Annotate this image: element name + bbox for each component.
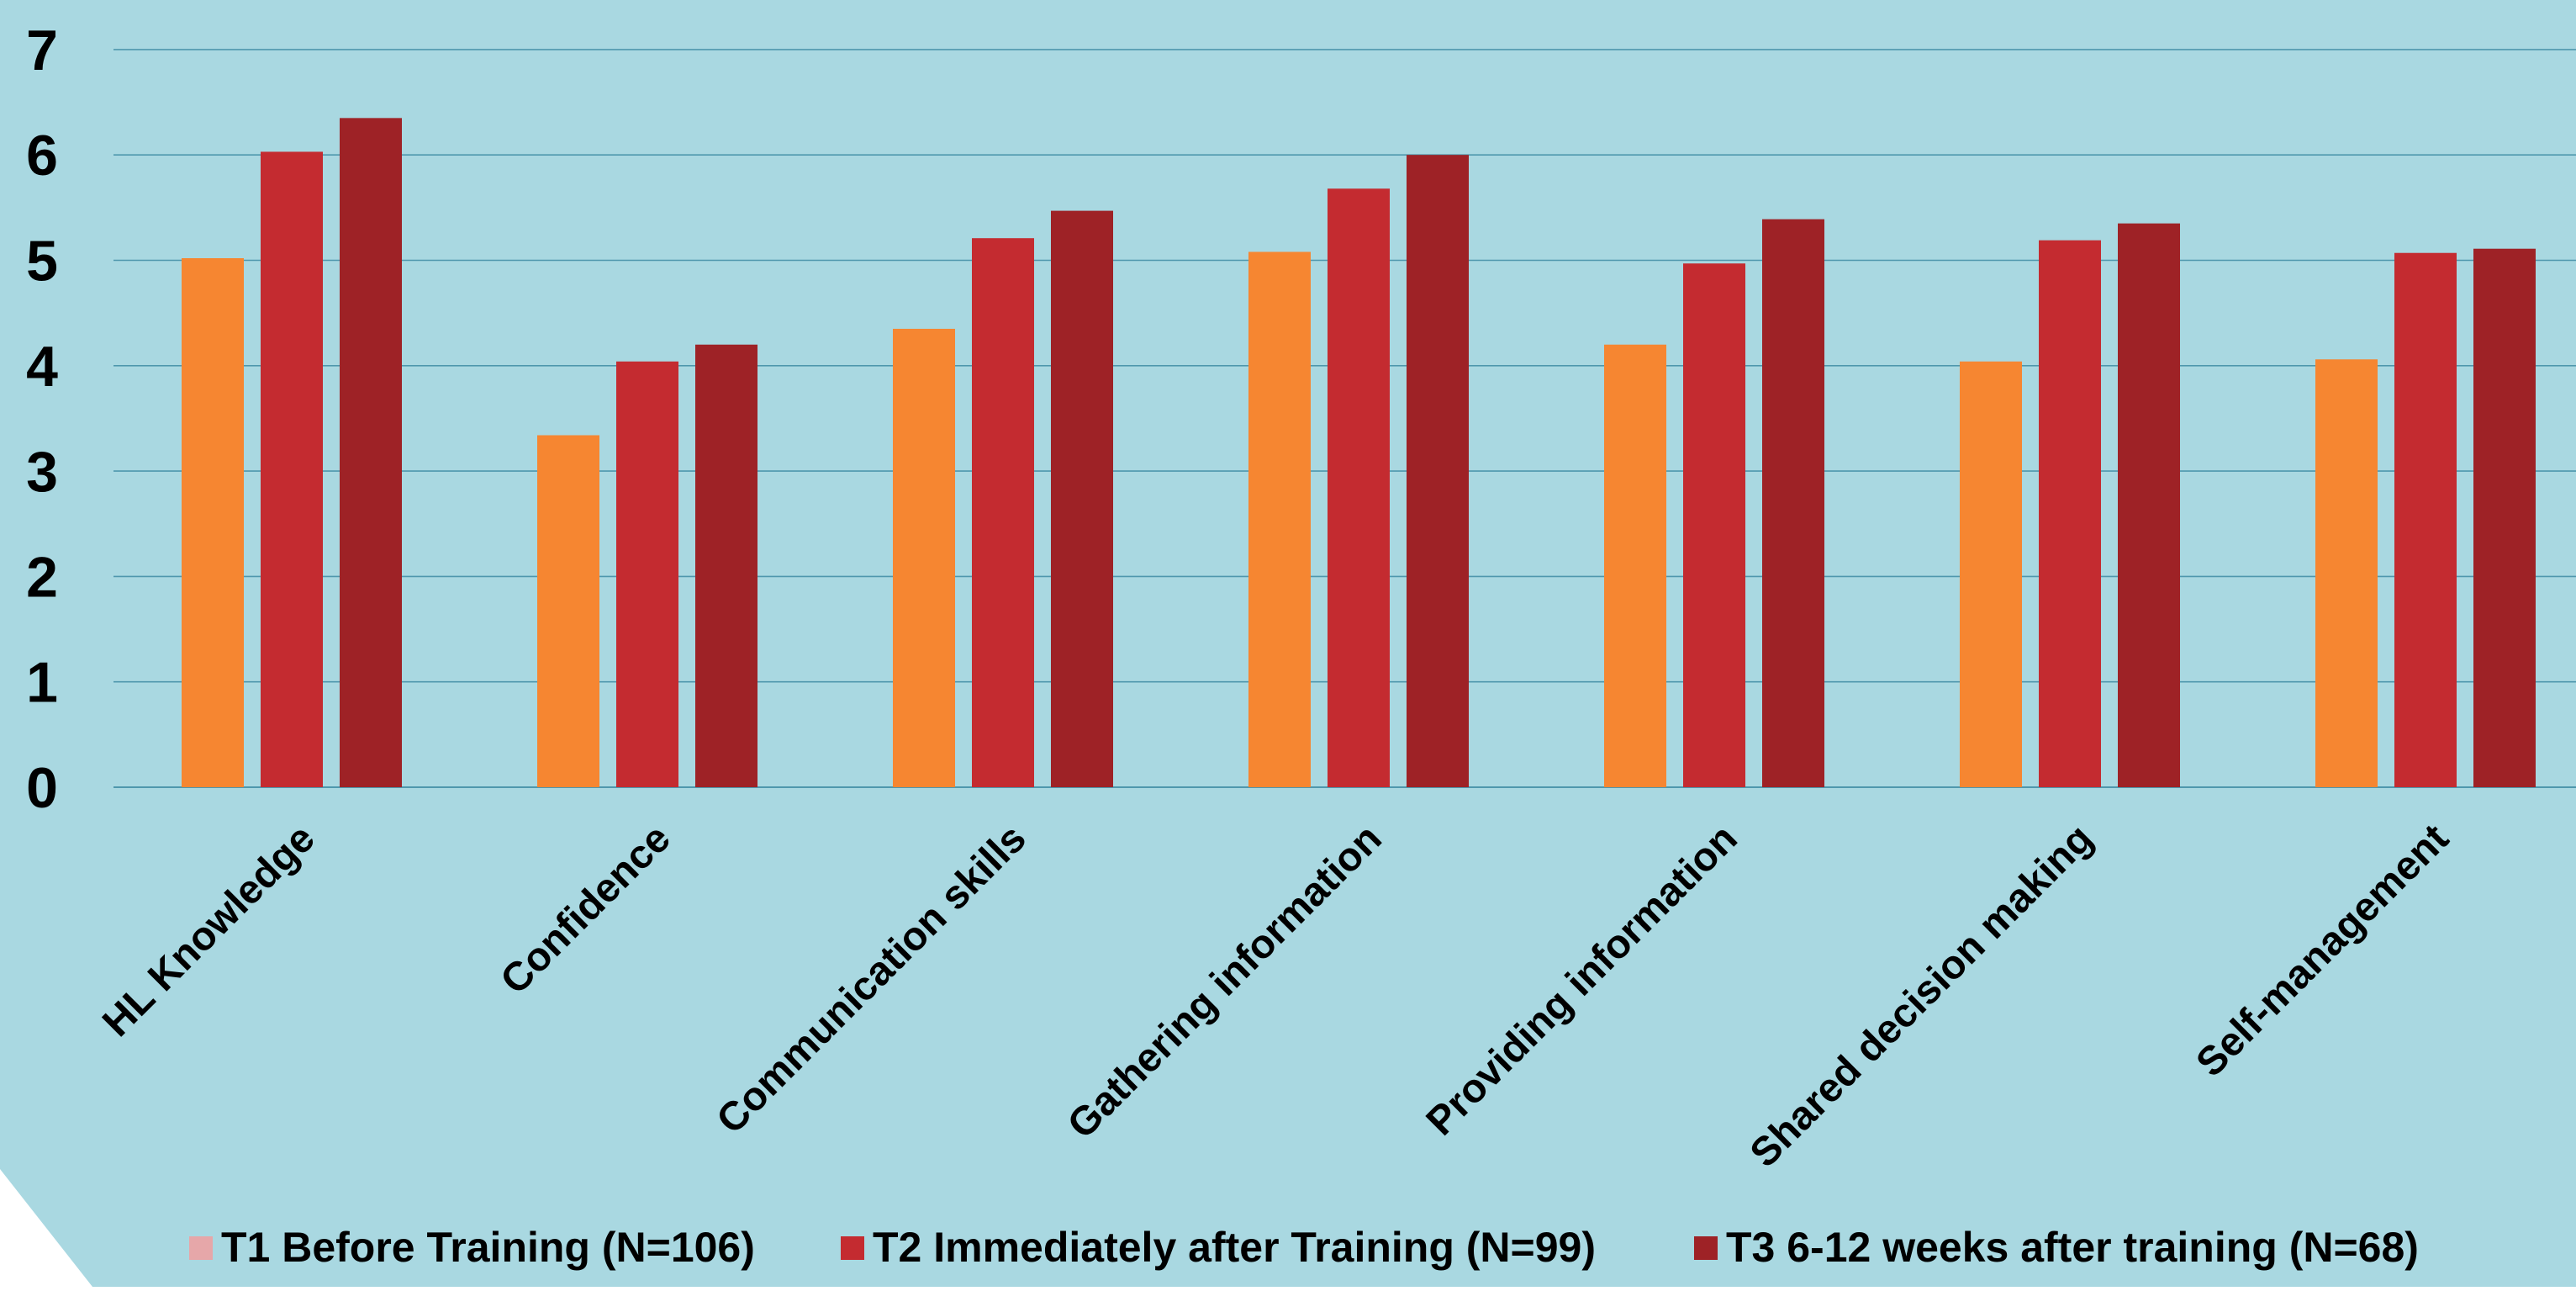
y-tick-label: 5 <box>26 230 58 294</box>
legend-swatch-3 <box>1694 1236 1718 1260</box>
bar-2-communication-skills <box>972 238 1034 787</box>
bar-3-providing-information <box>1762 219 1824 787</box>
bar-2-confidence <box>616 361 678 787</box>
bars <box>182 118 2536 788</box>
y-tick-label: 7 <box>26 19 58 82</box>
y-tick-label: 4 <box>26 335 58 399</box>
legend-swatch-1 <box>189 1236 213 1260</box>
legend-label-2: T2 Immediately after Training (N=99) <box>873 1224 1596 1271</box>
bar-2-providing-information <box>1683 263 1745 787</box>
bar-2-shared-decision-making <box>2039 240 2101 787</box>
bar-3-shared-decision-making <box>2118 223 2180 787</box>
bar-3-self-management <box>2473 248 2536 787</box>
bar-2-gathering-information <box>1328 188 1390 787</box>
bar-3-communication-skills <box>1051 210 1113 787</box>
legend-swatch-2 <box>841 1236 864 1260</box>
bar-3-confidence <box>695 344 757 787</box>
bar-3-hl-knowledge <box>340 118 402 788</box>
legend: T1 Before Training (N=106) T2 Immediately… <box>189 1224 2419 1271</box>
y-tick-label: 6 <box>26 124 58 188</box>
y-tick-label: 3 <box>26 440 58 504</box>
bar-1-self-management <box>2315 359 2378 787</box>
bar-1-shared-decision-making <box>1960 361 2022 787</box>
bar-1-communication-skills <box>893 328 955 787</box>
y-tick-label: 1 <box>26 651 58 715</box>
y-axis-tick-labels: 0 1 2 3 4 5 6 7 <box>26 19 58 820</box>
bar-1-providing-information <box>1604 344 1666 787</box>
bar-1-hl-knowledge <box>182 257 244 787</box>
legend-label-1: T1 Before Training (N=106) <box>221 1224 755 1271</box>
bar-1-gathering-information <box>1248 251 1311 787</box>
y-tick-label: 2 <box>26 545 58 609</box>
bar-1-confidence <box>537 435 599 787</box>
bar-3-gathering-information <box>1407 155 1469 787</box>
legend-label-3: T3 6-12 weeks after training (N=68) <box>1726 1224 2419 1271</box>
bar-2-hl-knowledge <box>261 151 323 788</box>
bar-2-self-management <box>2394 252 2457 787</box>
y-tick-label: 0 <box>26 756 58 820</box>
